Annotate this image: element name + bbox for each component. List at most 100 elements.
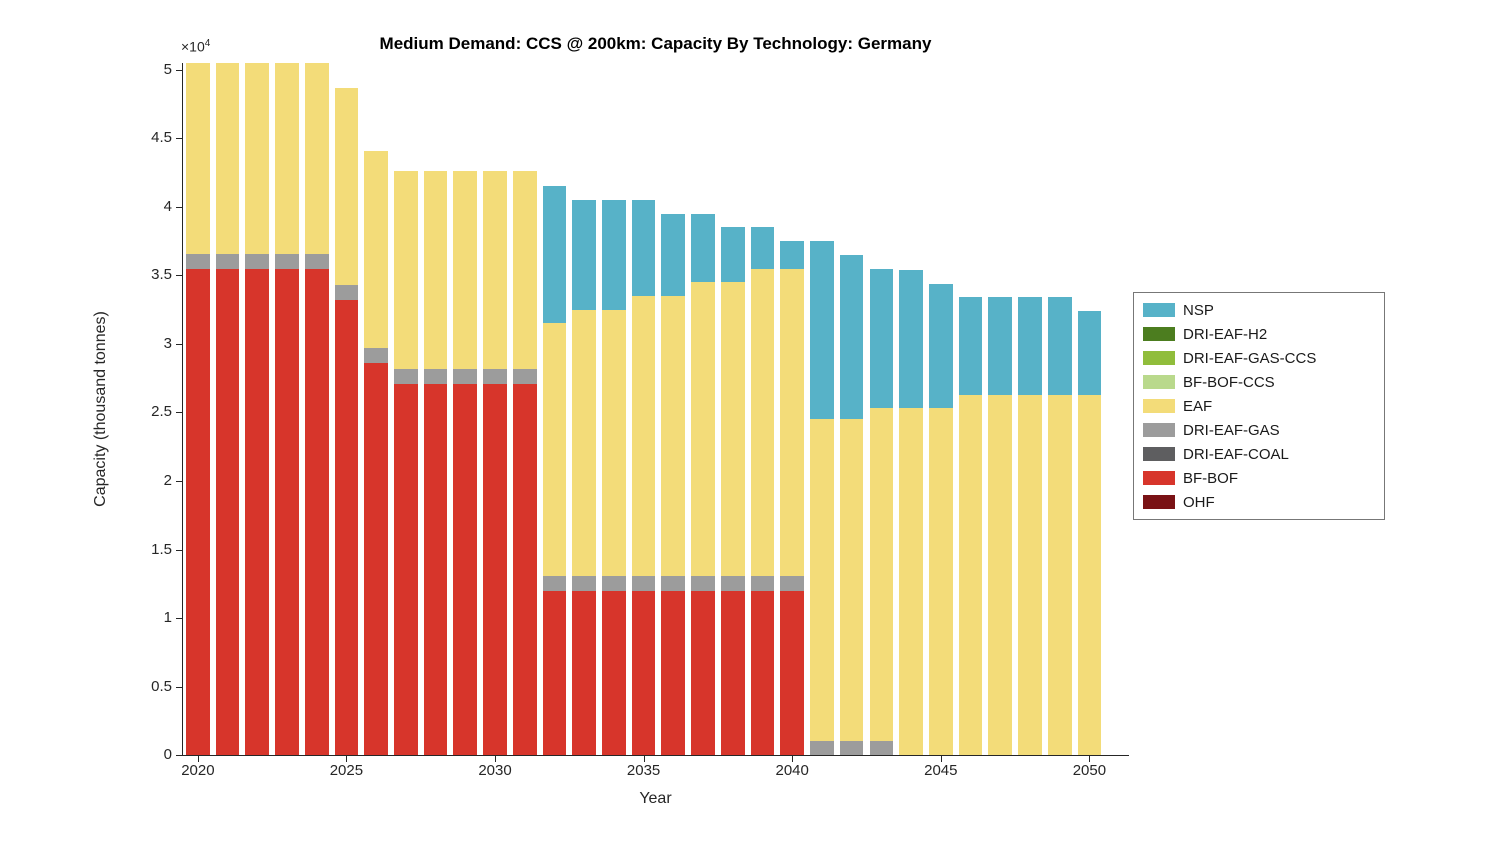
chart-title: Medium Demand: CCS @ 200km: Capacity By …	[379, 34, 932, 53]
bar-segment-eaf	[394, 171, 418, 369]
bar-segment-dri-eaf-gas	[572, 575, 597, 591]
bar-segment-nsp	[869, 268, 894, 409]
y-tick-label: 5	[163, 60, 172, 78]
bar-segment-eaf	[928, 408, 953, 755]
legend-label: OHF	[1183, 493, 1215, 511]
legend-swatch-ohf	[1143, 495, 1175, 509]
legend-label: NSP	[1183, 301, 1214, 319]
bar-segment-bf-bof	[186, 268, 210, 755]
legend-swatch-bf-bof	[1143, 471, 1175, 485]
bar-segment-bf-bof	[631, 590, 656, 755]
bar-segment-bf-bof	[275, 268, 299, 755]
x-tick-mark	[643, 756, 645, 762]
bar-segment-dri-eaf-gas	[275, 253, 299, 269]
bar-segment-dri-eaf-gas	[364, 348, 389, 364]
bar-segment-dri-eaf-gas	[691, 575, 715, 591]
y-tick-mark	[176, 755, 182, 756]
bar-segment-eaf	[602, 309, 626, 576]
x-tick-mark	[346, 756, 348, 762]
legend-swatch-dri-eaf-coal	[1143, 447, 1175, 461]
y-tick-label: 2.5	[151, 403, 172, 421]
y-tick-mark	[176, 618, 182, 619]
y-tick-label: 3.5	[151, 266, 172, 284]
x-tick-label: 2025	[329, 762, 364, 779]
x-tick-label: 2020	[181, 762, 215, 779]
bar-segment-dri-eaf-gas	[720, 575, 745, 591]
bar-segment-eaf	[958, 394, 983, 755]
bar-segment-nsp	[810, 241, 834, 420]
bar-segment-dri-eaf-gas	[839, 741, 864, 755]
bar-segment-dri-eaf-gas	[542, 575, 567, 591]
y-tick-mark	[176, 549, 182, 551]
bar-segment-eaf	[304, 63, 329, 254]
bar-segment-eaf	[631, 296, 656, 576]
x-tick-mark	[495, 756, 496, 762]
bar-segment-eaf	[245, 63, 270, 254]
bar-segment-dri-eaf-gas	[483, 368, 507, 384]
y-tick-mark	[176, 412, 182, 414]
bar-segment-nsp	[750, 227, 775, 269]
legend-entry: BF-BOF-CCS	[1134, 370, 1384, 394]
bar-segment-eaf	[364, 150, 389, 348]
x-tick-label: 2045	[924, 762, 958, 779]
legend-label: BF-BOF-CCS	[1183, 373, 1275, 391]
bar-segment-nsp	[1047, 297, 1072, 395]
bar-segment-eaf	[869, 408, 894, 742]
legend-entry: BF-BOF	[1134, 466, 1384, 490]
bar-segment-bf-bof	[780, 590, 805, 755]
bar-segment-eaf	[839, 419, 864, 742]
bar-segment-dri-eaf-gas	[304, 253, 329, 269]
y-axis-multiplier: ×104	[181, 38, 210, 55]
legend-entry: DRI-EAF-GAS-CCS	[1134, 346, 1384, 370]
y-tick-mark	[176, 275, 182, 277]
bar-segment-nsp	[542, 186, 567, 324]
bar-segment-dri-eaf-gas	[661, 575, 686, 591]
bar-segment-bf-bof	[364, 363, 389, 755]
x-tick-mark	[792, 756, 794, 762]
bar-segment-dri-eaf-gas	[453, 368, 478, 384]
legend-entry: EAF	[1134, 394, 1384, 418]
bar-segment-bf-bof	[661, 590, 686, 755]
y-tick-mark	[176, 343, 182, 345]
bar-segment-bf-bof	[750, 590, 775, 755]
bar-segment-dri-eaf-gas	[245, 253, 270, 269]
bar-segment-nsp	[720, 227, 745, 283]
legend: NSP DRI-EAF-H2 DRI-EAF-GAS-CCS BF-BOF-CCS EA…	[1133, 292, 1385, 520]
bar-segment-bf-bof	[394, 383, 418, 755]
legend-swatch-bf-bof-ccs	[1143, 375, 1175, 389]
bar-segment-bf-bof	[720, 590, 745, 755]
bar-segment-dri-eaf-gas	[334, 285, 359, 301]
bar-segment-eaf	[720, 282, 745, 576]
bar-segment-eaf	[334, 87, 359, 285]
y-tick-mark	[176, 686, 182, 688]
legend-swatch-dri-eaf-h2	[1143, 327, 1175, 341]
bar-segment-bf-bof	[483, 383, 507, 755]
bar-segment-eaf	[186, 63, 210, 254]
bar-segment-bf-bof	[572, 590, 597, 755]
bar-segment-bf-bof	[423, 383, 448, 755]
bar-segment-eaf	[899, 408, 923, 755]
bar-segment-dri-eaf-gas	[423, 368, 448, 384]
bar-segment-eaf	[1018, 394, 1042, 755]
bar-segment-eaf	[453, 171, 478, 369]
bar-segment-dri-eaf-gas	[750, 575, 775, 591]
bar-segment-nsp	[691, 213, 715, 283]
bar-segment-eaf	[275, 63, 299, 254]
bar-segment-dri-eaf-gas	[215, 253, 240, 269]
y-tick-label: 1.5	[151, 540, 172, 558]
bar-segment-nsp	[1077, 311, 1102, 395]
plot-area	[183, 63, 1128, 755]
legend-label: BF-BOF	[1183, 469, 1238, 487]
bar-segment-eaf	[542, 323, 567, 576]
bar-segment-nsp	[928, 283, 953, 409]
bar-segment-bf-bof	[304, 268, 329, 755]
bar-segment-eaf	[423, 171, 448, 369]
bar-segment-eaf	[691, 282, 715, 576]
y-tick-label: 3	[163, 334, 172, 352]
legend-entry: DRI-EAF-GAS	[1134, 418, 1384, 442]
bar-segment-bf-bof	[691, 590, 715, 755]
legend-label: DRI-EAF-GAS	[1183, 421, 1280, 439]
bar-segment-eaf	[512, 171, 537, 369]
bar-segment-dri-eaf-gas	[602, 575, 626, 591]
bar-segment-bf-bof	[512, 383, 537, 755]
